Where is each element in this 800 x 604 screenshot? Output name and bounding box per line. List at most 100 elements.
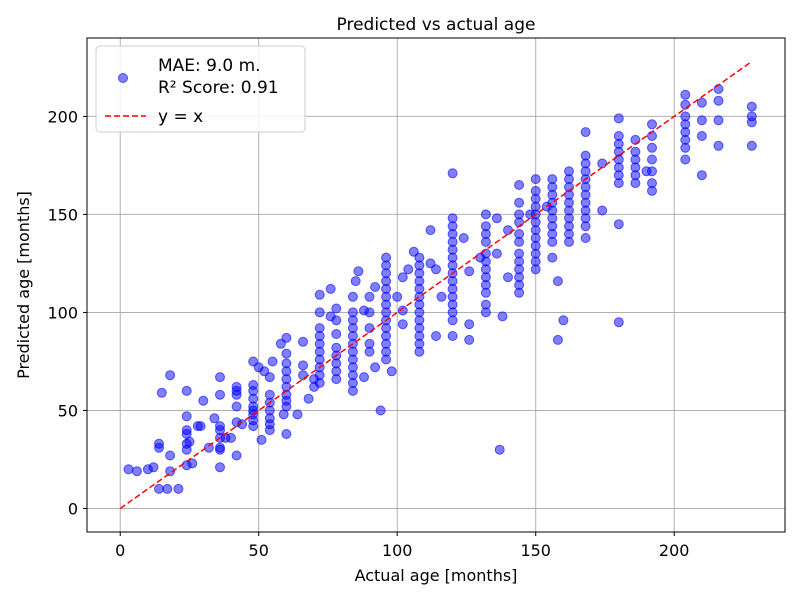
data-point [165,466,176,477]
data-point [375,405,386,416]
data-point [256,434,267,445]
data-point [353,266,364,277]
data-point [248,421,259,432]
data-point [209,413,220,424]
data-point [165,450,176,461]
data-point [514,197,525,208]
x-tick-label: 50 [249,541,269,560]
data-point [187,458,198,469]
data-point [181,425,192,436]
data-point [303,393,314,404]
data-point [298,370,308,381]
data-point [480,287,491,298]
data-point [458,233,469,243]
data-point [613,178,624,189]
data-point [680,89,691,100]
data-point [347,385,358,396]
data-point [464,319,475,330]
data-point [403,264,414,275]
data-point [381,354,392,365]
legend: MAE: 9.0 m. R² Score: 0.91 y = x [95,45,306,133]
y-tick-label: 200 [47,107,78,126]
data-point [314,289,325,300]
data-point [231,401,242,412]
data-point [165,370,176,381]
data-point [359,372,369,383]
data-point [580,127,591,138]
legend-box [95,45,306,133]
data-point [397,272,408,283]
data-point [514,236,525,247]
data-point [630,178,641,189]
data-point [464,334,475,345]
data-point [647,142,657,153]
data-point [558,315,569,326]
data-point [156,387,167,398]
data-point [370,362,381,373]
data-point [237,419,248,430]
data-point [647,185,657,196]
data-point [173,483,184,494]
data-point [680,142,691,153]
legend-line-label: y = x [158,107,203,127]
data-point [613,317,624,328]
data-point [580,221,591,232]
data-point [131,466,142,477]
data-point [314,378,325,388]
data-point [154,483,164,494]
legend-scatter-label-line1: MAE: 9.0 m. [158,56,261,76]
data-point [195,421,206,432]
data-point [397,305,408,316]
data-point [281,429,292,439]
data-point [491,213,502,224]
data-point [597,205,608,216]
data-point [226,432,236,443]
legend-scatter-marker [118,73,128,83]
data-point [370,282,381,292]
data-point [298,336,308,347]
data-point [281,332,292,343]
x-tick-label: 150 [520,541,551,560]
data-point [431,264,441,275]
data-point [123,464,134,475]
data-point [154,442,164,453]
data-point [364,307,375,318]
data-point [386,366,397,377]
data-point [464,266,475,277]
data-point [314,307,325,318]
data-point [331,374,342,385]
data-point [181,411,192,422]
data-point [480,307,491,318]
data-point [680,154,691,165]
x-tick-label: 100 [382,541,413,560]
data-point [647,154,657,165]
data-point [281,348,292,359]
data-point [231,381,242,392]
data-point [447,315,458,326]
data-point [746,101,757,112]
data-point [350,276,361,287]
y-axis-label: Predicted age [months] [14,191,33,379]
data-point [347,291,358,302]
data-point [552,334,563,345]
data-point [264,425,275,436]
data-point [480,209,491,220]
data-point [547,236,558,247]
legend-scatter-label-line2: R² Score: 0.91 [158,78,279,98]
data-point [696,131,707,141]
chart-title: Predicted vs actual age [337,15,536,35]
identity-reference-line [119,60,753,510]
data-point [647,166,657,177]
data-point [215,389,225,400]
data-point [397,319,408,330]
data-point [514,287,525,298]
data-point [215,372,225,383]
data-point [431,331,441,341]
x-axis-label: Actual age [months] [355,566,518,585]
data-point [680,99,691,110]
data-point [281,401,292,412]
data-point [184,436,195,447]
data-point [425,225,436,236]
data-point [480,236,491,247]
